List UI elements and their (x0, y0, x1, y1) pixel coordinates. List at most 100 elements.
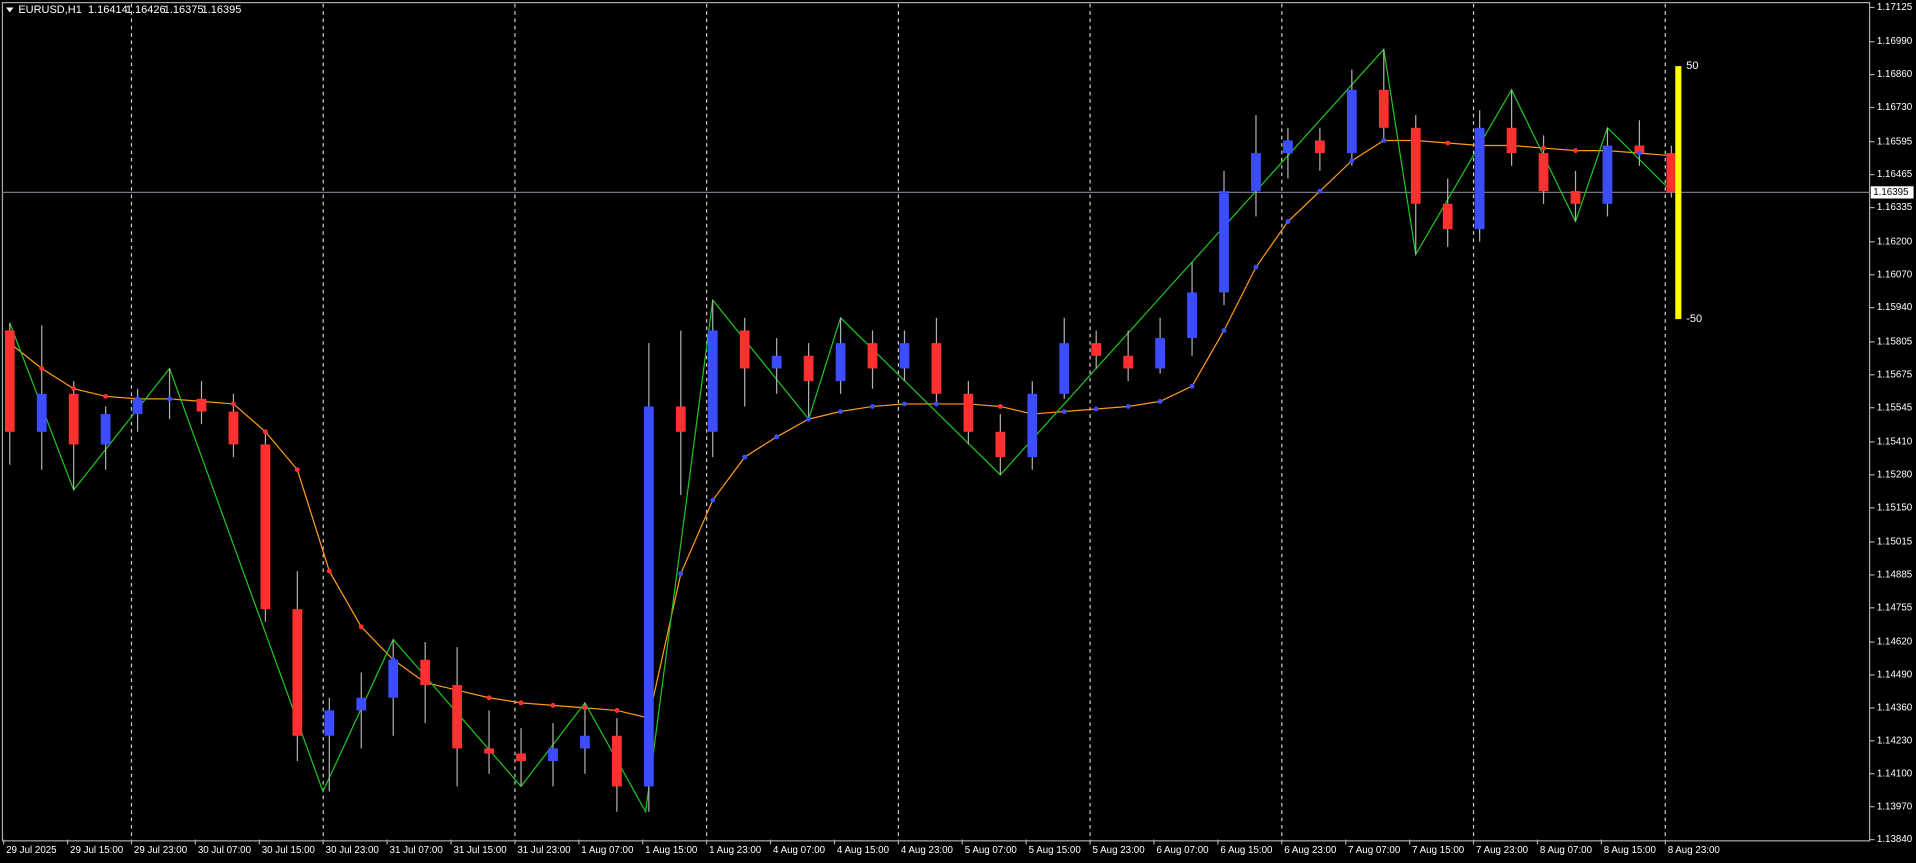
y-tick-label: 1.14490 (1877, 670, 1913, 681)
ma-dot (262, 429, 268, 435)
ma-dot (1061, 409, 1067, 414)
y-tick-label: 1.15015 (1877, 537, 1913, 548)
candle-body (196, 398, 207, 412)
y-tick-label: 1.15805 (1877, 336, 1913, 347)
candle-body (1314, 140, 1325, 154)
candle-body (707, 330, 718, 432)
price-tag (1870, 186, 1914, 199)
candle-body (1474, 127, 1485, 230)
y-tick-label: 1.16730 (1877, 102, 1913, 113)
x-tick-label: 1 Aug 23:00 (709, 845, 762, 856)
x-tick-label: 6 Aug 15:00 (1220, 845, 1273, 856)
candle-body (612, 735, 622, 787)
ma-dot (774, 434, 780, 440)
ma-dot (422, 680, 428, 686)
menu-arrow[interactable] (6, 7, 14, 13)
y-tick-label: 1.13970 (1877, 801, 1913, 812)
candle-body (228, 411, 239, 445)
ma-dot (582, 705, 588, 711)
ma-dot (997, 404, 1003, 409)
x-tick-label: 31 Jul 07:00 (390, 845, 444, 856)
ma-dot (358, 624, 364, 630)
candle-body (1091, 343, 1102, 356)
ma-dot (1573, 148, 1578, 154)
candle-body (1187, 292, 1197, 339)
candle-body (1602, 145, 1613, 204)
candle-body (484, 748, 494, 754)
ma-dot (1509, 143, 1515, 148)
ohlc-value: 1.16414 (88, 4, 128, 16)
ohlc-value: 1.16375 (164, 4, 204, 16)
x-tick-label: 30 Jul 23:00 (326, 845, 380, 856)
candle-body (1410, 127, 1421, 204)
ma-dot (1349, 158, 1355, 164)
y-tick-label: 1.15675 (1877, 369, 1913, 380)
ma-dot (614, 707, 620, 713)
x-tick-label: 7 Aug 07:00 (1348, 845, 1401, 856)
ma-dot (1477, 143, 1483, 148)
ma-dot (231, 401, 236, 407)
x-tick-label: 5 Aug 07:00 (965, 845, 1018, 856)
y-tick-label: 1.14620 (1877, 637, 1913, 648)
y-tick-label: 1.16070 (1877, 269, 1913, 280)
candle-body (1378, 89, 1389, 128)
ma-dot (486, 695, 492, 701)
candle-body (803, 355, 814, 382)
ma-dot (1317, 188, 1323, 194)
ma-dot (1413, 138, 1419, 143)
ohlc-value: 1.16426 (126, 4, 166, 16)
y-tick-label: 1.15410 (1877, 437, 1913, 448)
ma-dot (838, 409, 844, 414)
candle-body (1442, 203, 1453, 230)
ma-dot (1445, 140, 1451, 146)
ma-dot (1189, 383, 1195, 389)
candle-body (835, 343, 846, 382)
candle-body (68, 393, 79, 445)
candle-body (1346, 89, 1357, 154)
candle-body (260, 444, 271, 610)
x-tick-label: 30 Jul 15:00 (262, 845, 316, 856)
ma-dot (1125, 404, 1131, 409)
ma-dot (7, 340, 13, 346)
y-tick-label: 1.14100 (1877, 768, 1913, 779)
candle-body (1059, 343, 1070, 394)
x-tick-label: 8 Aug 23:00 (1668, 845, 1721, 856)
y-tick-label: 1.14885 (1877, 569, 1913, 580)
ma-dot (199, 398, 204, 404)
x-tick-label: 8 Aug 07:00 (1540, 845, 1593, 856)
ohlc-value: 1.16395 (202, 4, 242, 16)
ma-dot (678, 571, 684, 577)
x-tick-label: 31 Jul 15:00 (453, 845, 507, 856)
candle-body (1123, 355, 1134, 369)
candle-body (1219, 191, 1229, 293)
ma-dot (326, 568, 332, 574)
x-tick-label: 29 Jul 23:00 (134, 845, 188, 856)
candle-body (292, 609, 303, 736)
ma-dot (965, 401, 971, 407)
x-tick-label: 30 Jul 07:00 (198, 845, 252, 856)
x-tick-label: 4 Aug 07:00 (773, 845, 826, 856)
y-tick-label: 1.14360 (1877, 702, 1913, 713)
x-tick-label: 5 Aug 15:00 (1029, 845, 1082, 856)
price-tag-label: 1.16395 (1873, 187, 1909, 198)
oscillator-label: -50 (1686, 313, 1702, 325)
ma-dot (806, 416, 812, 422)
candle-body (324, 710, 335, 736)
candle-body (675, 406, 686, 432)
x-tick-label: 8 Aug 15:00 (1604, 845, 1657, 856)
candle-body (739, 330, 750, 369)
candle-body (516, 753, 526, 762)
ma-dot (870, 404, 875, 409)
ma-dot (1605, 148, 1610, 154)
y-tick-label: 1.16860 (1877, 69, 1913, 80)
ma-dot (933, 401, 939, 407)
ma-dot (1668, 153, 1674, 159)
y-tick-label: 1.15545 (1877, 402, 1913, 413)
y-tick-label: 1.15280 (1877, 469, 1913, 480)
y-tick-label: 1.16990 (1877, 36, 1913, 47)
ma-dot (1381, 138, 1387, 143)
oscillator-label: 50 (1686, 60, 1698, 72)
ma-dot (902, 401, 907, 407)
x-tick-label: 1 Aug 07:00 (581, 845, 634, 856)
